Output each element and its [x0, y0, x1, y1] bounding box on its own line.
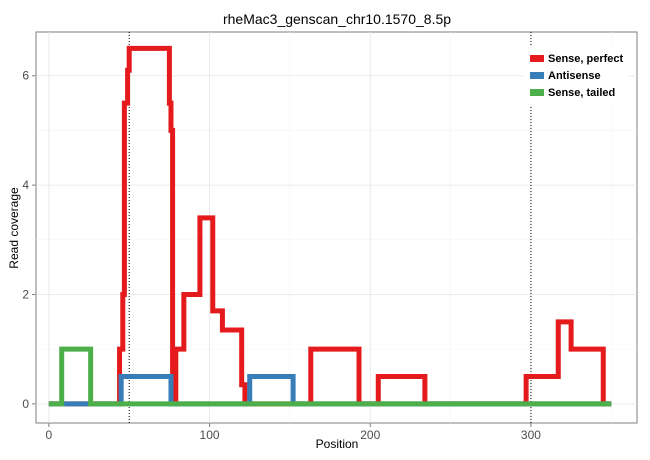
x-tick-label: 200	[360, 428, 380, 442]
x-tick-label: 0	[46, 428, 53, 442]
legend-swatch-sense-tailed	[530, 89, 544, 96]
chart-title: rheMac3_genscan_chr10.1570_8.5p	[223, 11, 451, 27]
x-axis: 0 100 200 300	[46, 423, 541, 442]
legend-label-sense-tailed: Sense, tailed	[548, 87, 615, 99]
y-tick-label: 2	[22, 287, 29, 301]
reference-lines	[128, 32, 532, 423]
y-tick-label: 6	[22, 69, 29, 83]
legend-swatch-sense-perfect	[530, 55, 544, 62]
y-axis: 0 2 4 6	[22, 69, 36, 411]
y-tick-label: 0	[22, 397, 29, 411]
y-axis-label: Read coverage	[7, 187, 21, 269]
x-tick-label: 100	[200, 428, 220, 442]
legend-swatch-antisense	[530, 72, 544, 79]
legend-label-sense-perfect: Sense, perfect	[548, 53, 624, 65]
legend: Sense, perfect Antisense Sense, tailed	[524, 47, 628, 105]
series-layer	[48, 45, 612, 407]
series-line-sense-tailed	[48, 346, 612, 407]
x-axis-label: Position	[316, 437, 359, 451]
legend-label-antisense: Antisense	[548, 70, 601, 82]
y-tick-label: 4	[22, 178, 29, 192]
x-tick-label: 300	[521, 428, 541, 442]
